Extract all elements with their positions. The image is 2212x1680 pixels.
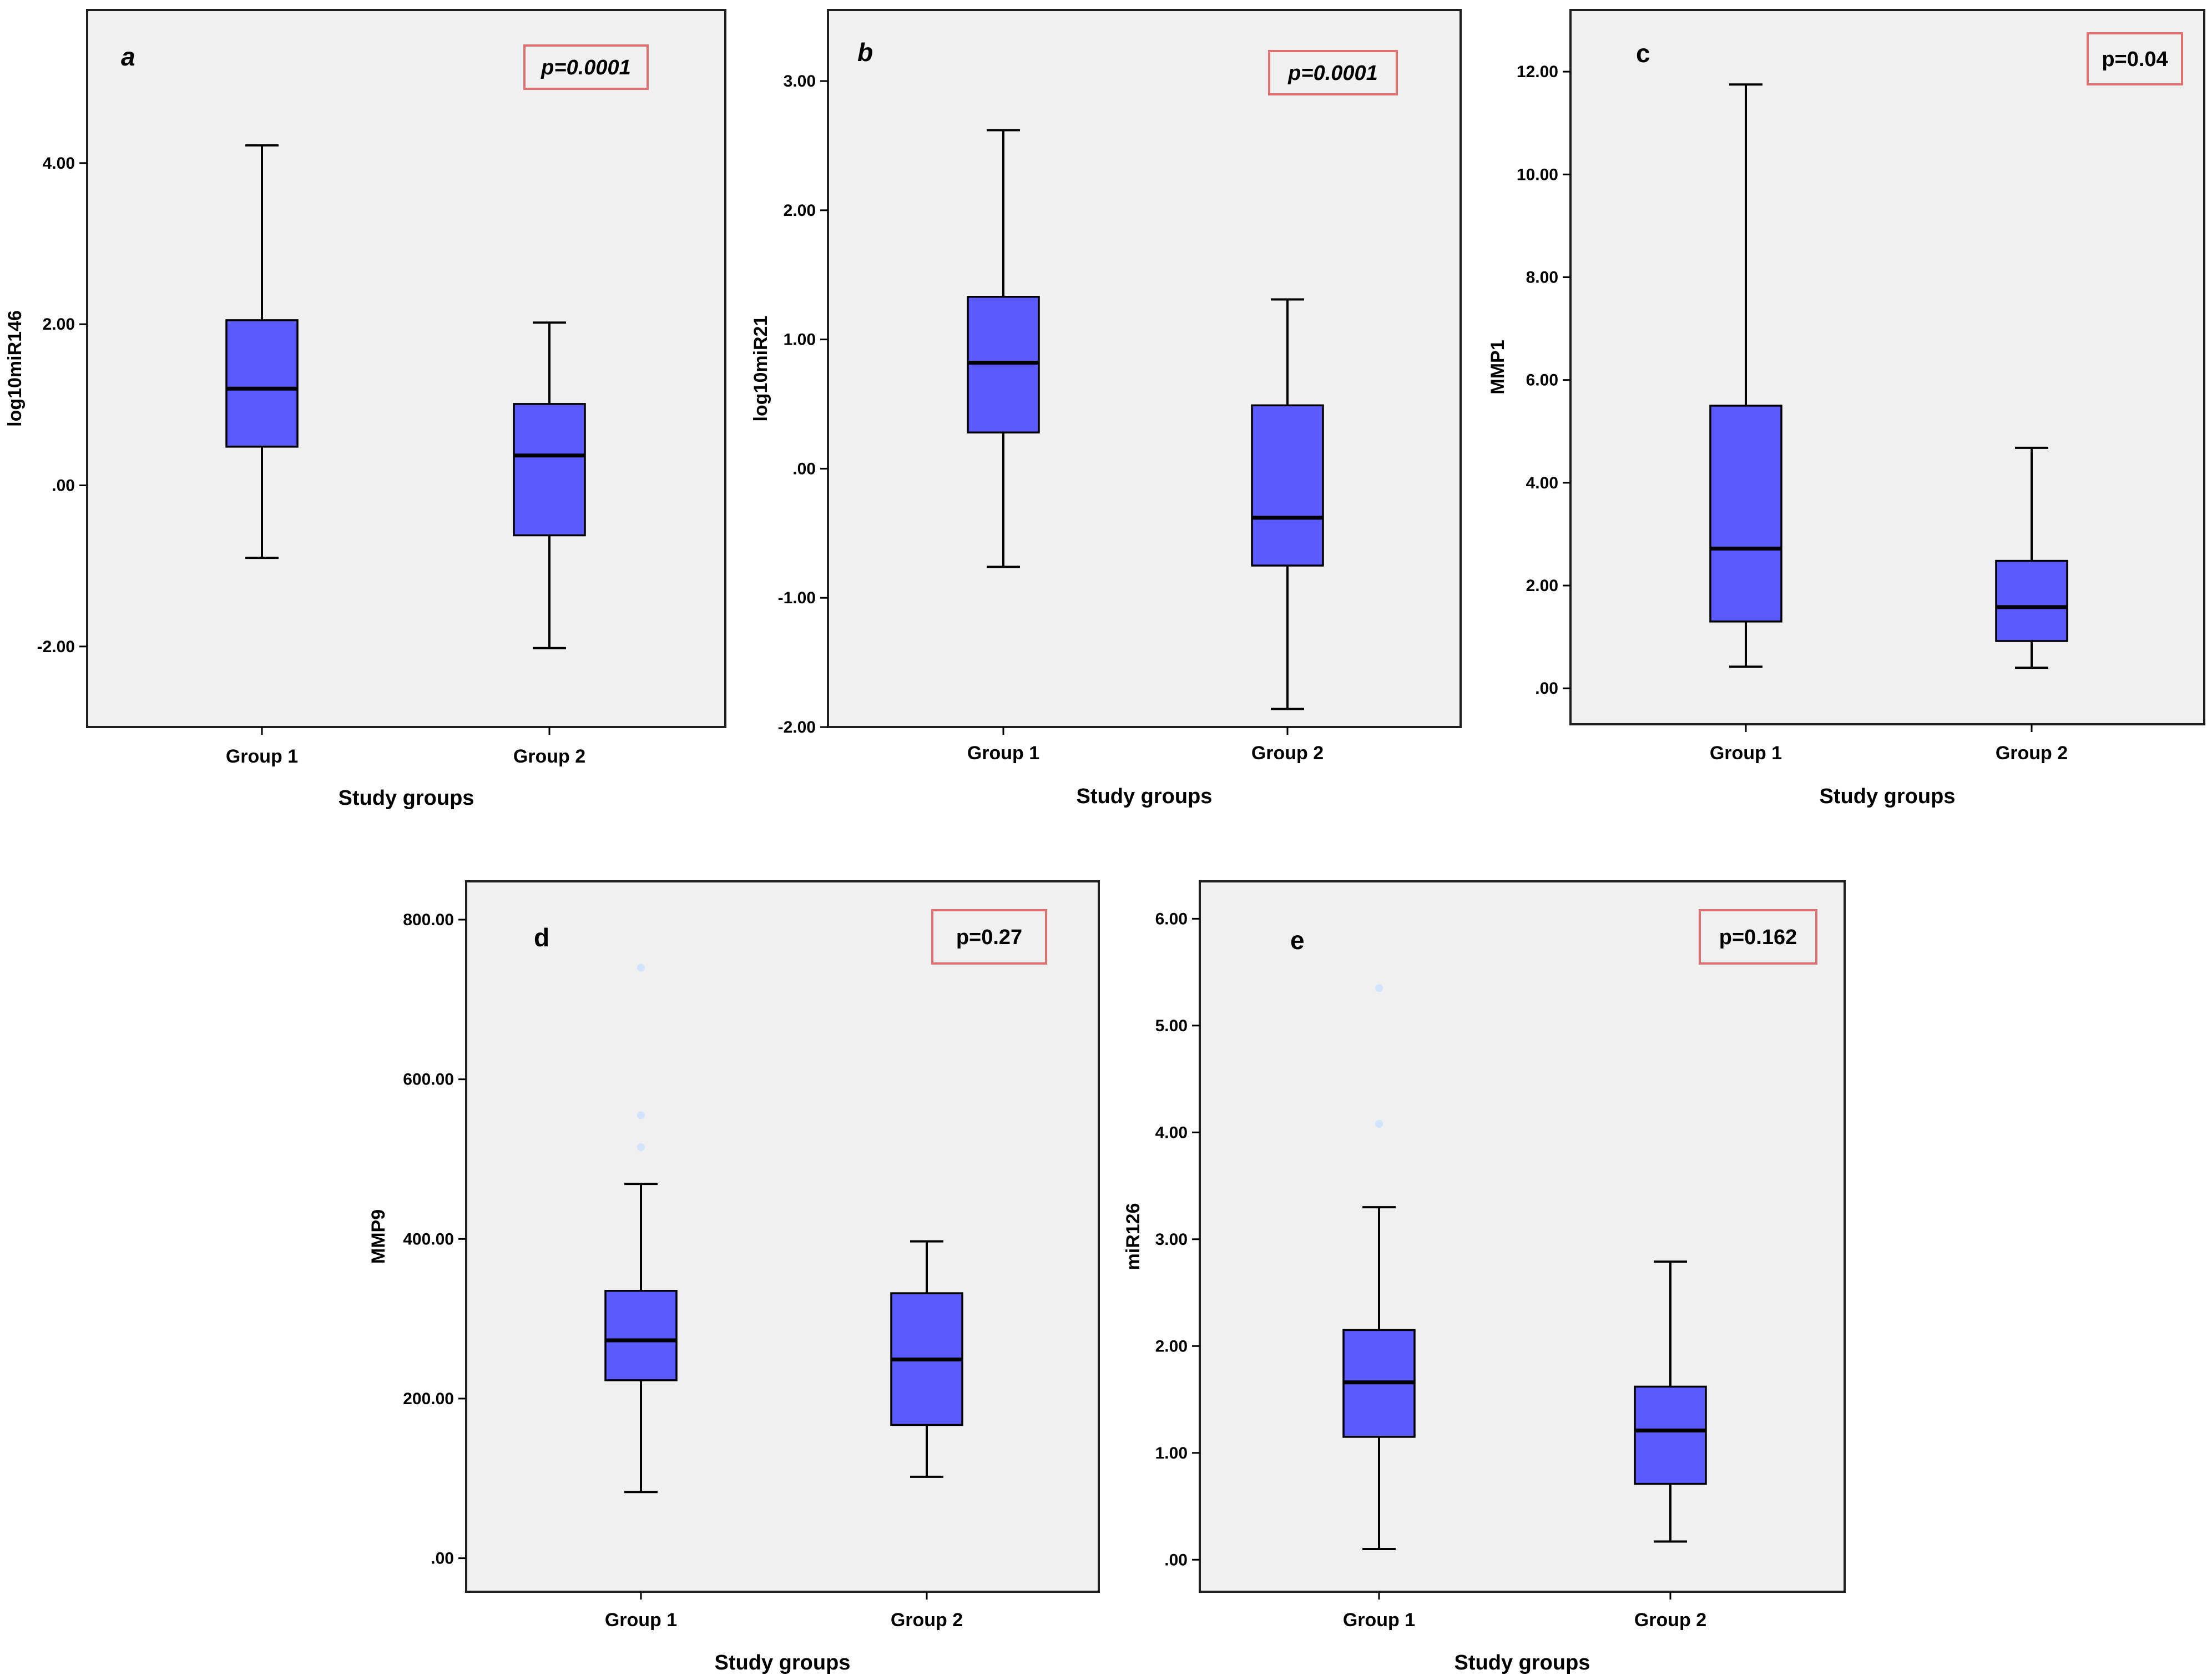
plot-area <box>1199 880 1846 1593</box>
x-axis-title: Study groups <box>1820 785 1956 808</box>
y-tick-label: -1.00 <box>778 589 816 607</box>
outlier-point <box>1375 1119 1383 1128</box>
box-group-1 <box>604 963 678 1494</box>
y-tick-label: 2.00 <box>784 201 816 220</box>
box-group-2 <box>513 321 586 649</box>
panel-a: -2.00 .00 2.00 4.00 Group 1 Group 2 Study grou… <box>4 9 726 810</box>
x-axis-title: Study groups <box>715 1651 851 1674</box>
y-axis-title: log10miR146 <box>4 310 26 427</box>
p-value-box <box>523 44 649 90</box>
y-tick-label: .00 <box>1535 679 1558 698</box>
y-tick-label: 5.00 <box>1155 1017 1188 1035</box>
p-value-box <box>1268 50 1398 95</box>
p-value-label: p=0.162 <box>1719 926 1797 949</box>
p-value-box <box>1699 909 1817 965</box>
iqr-box <box>1995 559 2068 642</box>
plot-area <box>827 9 1462 728</box>
box-group-1 <box>1342 984 1416 1551</box>
y-tick-label: 4.00 <box>1526 474 1558 492</box>
y-axis-title: log10miR21 <box>750 316 771 422</box>
x-axis-title: Study groups <box>1077 785 1213 808</box>
panel-letter: a <box>121 42 135 71</box>
box-group-2 <box>1251 298 1324 710</box>
x-category-label: Group 2 <box>513 746 585 767</box>
box-group-2 <box>1995 446 2068 669</box>
box-group-1 <box>1709 83 1782 668</box>
y-tick-label: .00 <box>1164 1551 1188 1569</box>
iqr-box <box>513 403 586 537</box>
y-tick-label: .00 <box>431 1550 454 1568</box>
p-value-box <box>931 909 1047 965</box>
p-value-label: p=0.04 <box>2102 48 2168 71</box>
panel-d: .00 200.00 400.00 600.00 800.00 Group 1 Group … <box>368 880 1100 1674</box>
y-tick-label: 600.00 <box>403 1071 454 1089</box>
outlier-point <box>1375 984 1383 992</box>
outlier-point <box>637 1143 645 1151</box>
y-tick-label: 2.00 <box>1155 1337 1188 1355</box>
y-tick-label: 4.00 <box>43 154 75 173</box>
y-tick-label: 1.00 <box>1155 1444 1188 1462</box>
y-tick-label: 10.00 <box>1517 165 1558 184</box>
iqr-box <box>604 1290 678 1381</box>
panel-c: .00 2.00 4.00 6.00 8.00 10.00 12.00 Group 1 Grou… <box>1487 9 2205 808</box>
x-category-label: Group 2 <box>891 1610 963 1631</box>
x-category-label: Group 1 <box>605 1610 677 1631</box>
y-tick-label: 12.00 <box>1517 63 1558 81</box>
y-tick-label: 2.00 <box>1526 577 1558 595</box>
x-category-label: Group 1 <box>967 743 1039 764</box>
panel-letter: c <box>1636 39 1650 68</box>
y-tick-label: -2.00 <box>37 638 75 656</box>
plot-area <box>1569 9 2205 725</box>
panel-letter: d <box>534 923 549 952</box>
y-tick-label: 3.00 <box>784 72 816 90</box>
y-axis-title: miR126 <box>1123 1203 1144 1270</box>
y-axis-title: MMP1 <box>1487 340 1508 394</box>
y-tick-label: .00 <box>792 460 816 478</box>
x-axis-title: Study groups <box>1455 1651 1590 1674</box>
p-value-label: p=0.27 <box>956 926 1022 949</box>
y-tick-label: 2.00 <box>43 315 75 334</box>
p-value-label: p=0.0001 <box>1287 62 1378 85</box>
y-tick-label: 800.00 <box>403 911 454 929</box>
y-tick-label: 6.00 <box>1526 371 1558 390</box>
outlier-point <box>637 1111 645 1119</box>
box-group-2 <box>890 1240 963 1478</box>
y-tick-label: 3.00 <box>1155 1230 1188 1249</box>
y-tick-label: 8.00 <box>1526 268 1558 286</box>
x-category-label: Group 2 <box>1996 743 2068 764</box>
panel-letter: b <box>857 38 873 67</box>
y-tick-label: 200.00 <box>403 1390 454 1408</box>
y-tick-label: -2.00 <box>778 718 816 736</box>
box-group-2 <box>1634 1260 1707 1543</box>
outlier-point <box>637 963 645 972</box>
x-category-label: Group 1 <box>1343 1610 1415 1631</box>
y-tick-label: 4.00 <box>1155 1123 1188 1142</box>
y-tick-label: 400.00 <box>403 1230 454 1248</box>
plot-area <box>86 9 726 728</box>
y-tick-label: 1.00 <box>784 331 816 349</box>
p-value-box <box>2087 32 2183 85</box>
x-category-label: Group 1 <box>226 746 298 767</box>
p-value-label: p=0.0001 <box>541 56 631 79</box>
y-tick-label: .00 <box>52 476 75 495</box>
x-category-label: Group 2 <box>1251 743 1324 764</box>
x-axis-title: Study groups <box>339 786 474 810</box>
x-category-label: Group 1 <box>1710 743 1782 764</box>
box-group-1 <box>225 144 299 559</box>
iqr-box <box>1634 1385 1707 1485</box>
y-axis-title: MMP9 <box>368 1209 389 1264</box>
panel-e: .00 1.00 2.00 3.00 4.00 5.00 6.00 Group 1 Group … <box>1123 880 1846 1674</box>
y-tick-label: 6.00 <box>1155 910 1188 928</box>
panel-letter: e <box>1290 926 1305 955</box>
panel-b: -2.00 -1.00 .00 1.00 2.00 3.00 Group 1 Group 2 S… <box>750 9 1462 808</box>
x-category-label: Group 2 <box>1634 1610 1706 1631</box>
iqr-box <box>1251 404 1324 567</box>
iqr-box <box>1709 405 1782 623</box>
box-group-1 <box>967 129 1040 568</box>
iqr-box <box>225 319 299 448</box>
plot-area <box>465 880 1100 1593</box>
